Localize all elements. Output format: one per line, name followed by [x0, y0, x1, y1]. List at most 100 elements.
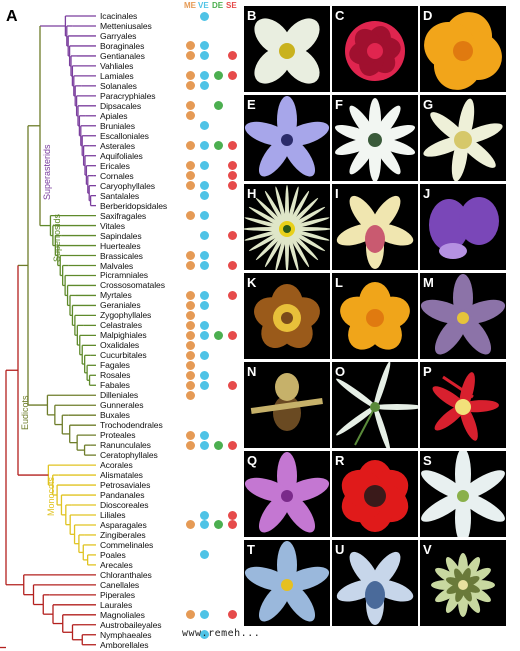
flower-illustration — [254, 18, 320, 84]
trait-dot-ve — [199, 380, 209, 390]
flower-illustration — [244, 541, 330, 622]
trait-dot-me — [185, 161, 195, 171]
order-label-asterales: Asterales — [100, 140, 135, 151]
column-header-ve: VE — [198, 1, 209, 10]
trait-dot-ve — [199, 370, 209, 380]
flower-panel-k: K — [244, 273, 330, 359]
order-label-aquifoliales: Aquifoliales — [100, 150, 143, 161]
trait-dot-ve — [199, 51, 209, 61]
panel-label: D — [423, 8, 433, 23]
order-label-arecales: Arecales — [100, 559, 133, 570]
order-label-vitales: Vitales — [100, 220, 125, 231]
flower-illustration — [345, 21, 405, 81]
flower-illustration — [340, 282, 410, 350]
flower-illustration — [336, 362, 418, 448]
trait-dot-me — [185, 380, 195, 390]
flower-illustration — [254, 284, 320, 349]
flower-illustration — [431, 553, 495, 617]
order-label-garryales: Garryales — [100, 30, 137, 41]
flower-panel-d: D — [420, 6, 506, 92]
flower-illustration — [244, 185, 330, 270]
flower-panel-v: V — [420, 540, 506, 626]
flower-illustration — [250, 373, 323, 431]
trait-dot-de — [213, 71, 223, 81]
order-label-caryophyllales: Caryophyllales — [100, 180, 155, 191]
trait-dot-me — [185, 211, 195, 221]
order-label-dilleniales: Dilleniales — [100, 390, 139, 401]
flower-panel-l: L — [332, 273, 418, 359]
flower-panel-r: R — [332, 451, 418, 537]
trait-dot-me — [185, 181, 195, 191]
flower-illustration — [420, 274, 506, 355]
order-label-gentianales: Gentianales — [100, 50, 145, 61]
panel-label: B — [247, 8, 257, 23]
flower-illustration — [423, 98, 503, 181]
trait-dot-se — [227, 440, 237, 450]
order-label-bruniales: Bruniales — [100, 120, 135, 131]
trait-dot-ve — [199, 71, 209, 81]
trait-dot-me — [185, 340, 195, 350]
trait-dot-se — [227, 161, 237, 171]
trait-dot-se — [227, 510, 237, 520]
trait-dot-me — [185, 300, 195, 310]
trait-dot-me — [185, 390, 195, 400]
panel-label: N — [247, 364, 257, 379]
column-header-se: SE — [226, 1, 237, 10]
trait-dot-ve — [199, 161, 209, 171]
trait-dot-me — [185, 71, 195, 81]
order-label-geraniales: Geraniales — [100, 300, 141, 311]
order-label-dioscoreales: Dioscoreales — [100, 500, 149, 511]
flower-panel-s: S — [420, 451, 506, 537]
panel-label: U — [335, 542, 345, 557]
clade-label-superasterids: Superasterids — [42, 144, 52, 200]
trait-dot-me — [185, 610, 195, 620]
order-label-sapindales: Sapindales — [100, 230, 142, 241]
phylogenetic-tree — [0, 15, 96, 649]
trait-dot-se — [227, 261, 237, 270]
order-label-chloranthales: Chloranthales — [100, 569, 152, 580]
panel-label: S — [423, 453, 432, 468]
order-label-magnoliales: Magnoliales — [100, 609, 145, 620]
clade-label-monocots: Monocots — [46, 476, 56, 516]
clade-label-eudicots: Eudicots — [20, 395, 30, 430]
order-label-buxales: Buxales — [100, 410, 130, 421]
trait-dot-ve — [199, 320, 209, 330]
trait-dot-me — [185, 51, 195, 61]
figure-label: A — [6, 8, 18, 25]
trait-dot-me — [185, 330, 195, 340]
order-label-fagales: Fagales — [100, 360, 130, 371]
panel-label: K — [247, 275, 257, 290]
trait-dot-me — [185, 440, 195, 450]
order-label-gunnerales: Gunnerales — [100, 400, 144, 411]
order-label-piperales: Piperales — [100, 589, 135, 600]
flower-illustration — [341, 460, 409, 532]
order-label-picramniales: Picramniales — [100, 270, 148, 281]
trait-dot-ve — [199, 141, 209, 151]
order-label-myrtales: Myrtales — [100, 290, 132, 301]
order-label-asparagales: Asparagales — [100, 519, 147, 530]
trait-dot-me — [185, 360, 195, 370]
panel-label: T — [247, 542, 255, 557]
order-label-acorales: Acorales — [100, 460, 133, 471]
order-label-celastrales: Celastrales — [100, 320, 142, 331]
panel-label: V — [423, 542, 432, 557]
panel-label: M — [423, 275, 434, 290]
order-label-santalales: Santalales — [100, 190, 140, 201]
trait-dot-ve — [199, 520, 209, 530]
trait-dot-ve — [199, 290, 209, 300]
order-label-alismatales: Alismatales — [100, 470, 143, 481]
flower-illustration — [244, 96, 330, 177]
order-label-escalloniales: Escalloniales — [100, 130, 149, 141]
trait-dot-ve — [199, 231, 209, 241]
trait-dot-me — [185, 370, 195, 380]
flower-panel-u: U — [332, 540, 418, 626]
trait-dot-de — [213, 101, 223, 111]
order-label-icacinales: Icacinales — [100, 11, 138, 21]
trait-dot-de — [213, 440, 223, 450]
flower-panel-t: T — [244, 540, 330, 626]
order-label-ranunculales: Ranunculales — [100, 440, 151, 451]
trait-dot-ve — [199, 440, 209, 450]
flower-illustration — [429, 197, 499, 259]
trait-dot-ve — [199, 300, 209, 310]
order-label-fabales: Fabales — [100, 380, 130, 391]
